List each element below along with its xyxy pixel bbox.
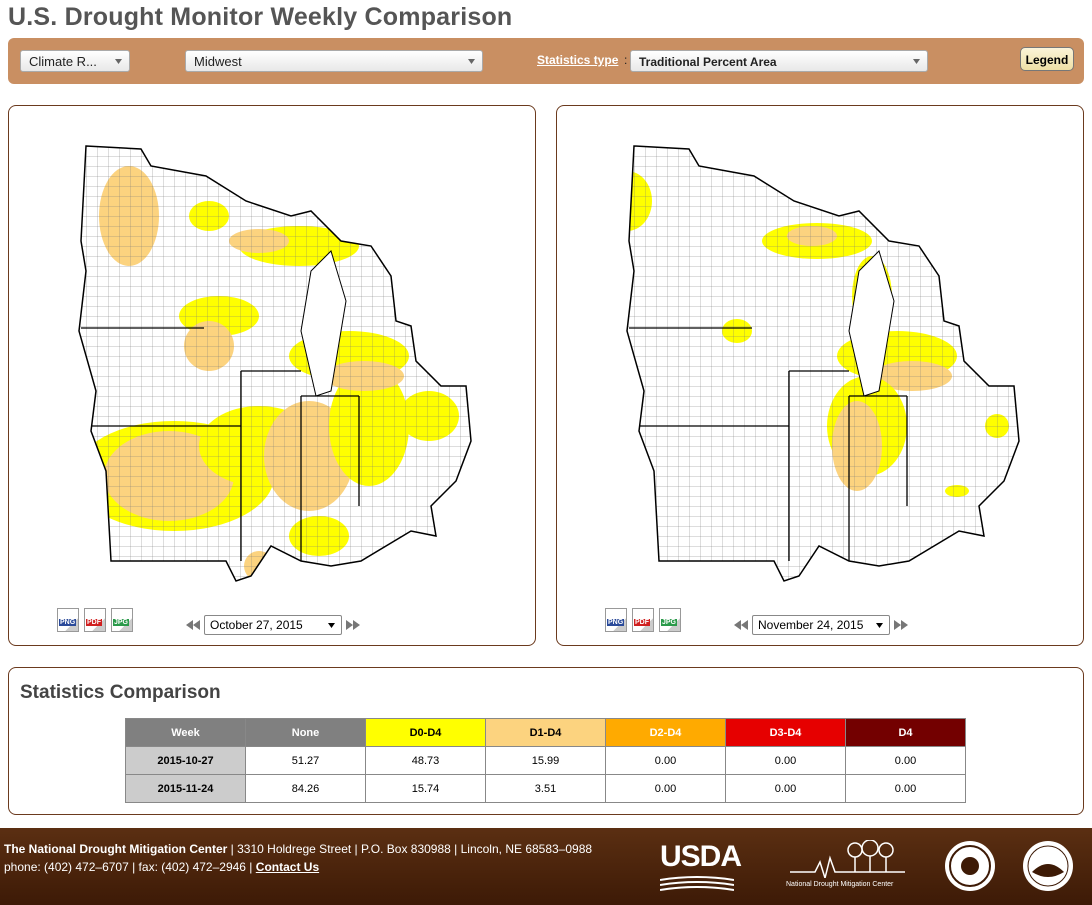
footer: The National Drought Mitigation Center |… bbox=[0, 828, 1092, 905]
column-header: D0-D4 bbox=[365, 718, 486, 747]
page-title: U.S. Drought Monitor Weekly Comparison bbox=[8, 3, 513, 31]
column-header: D3-D4 bbox=[725, 718, 846, 747]
download-label: PDF bbox=[86, 619, 102, 626]
drought-map bbox=[626, 145, 1020, 582]
stat-cell: 51.27 bbox=[245, 746, 366, 775]
dropdown-arrow bbox=[115, 59, 122, 64]
data-row: 2015-11-24 84.26 15.74 3.51 0.00 0.00 0.00 bbox=[125, 774, 966, 803]
region-type-select[interactable]: Climate R... bbox=[20, 50, 130, 72]
drought-map bbox=[78, 145, 472, 582]
download-icon[interactable]: JPG bbox=[111, 608, 133, 632]
select-text: Midwest bbox=[194, 54, 242, 69]
arrow bbox=[876, 623, 883, 628]
state-lines bbox=[81, 327, 360, 561]
dropdown-arrow bbox=[913, 59, 920, 64]
state-lines bbox=[629, 327, 908, 561]
column-header: D2-D4 bbox=[605, 718, 726, 747]
ndmc-logo-art bbox=[790, 840, 905, 878]
separator: : bbox=[624, 53, 628, 67]
arrow bbox=[734, 620, 748, 630]
agency-seals bbox=[945, 841, 1073, 891]
usda-swoosh bbox=[660, 876, 734, 891]
stat-cell: 0.00 bbox=[605, 746, 726, 775]
download-label: PNG bbox=[607, 619, 625, 626]
stat-cell: 0.00 bbox=[725, 746, 846, 775]
column-header: D4 bbox=[845, 718, 966, 747]
column-header: None bbox=[245, 718, 366, 747]
date-text: October 27, 2015 bbox=[210, 618, 303, 632]
column-header: Week bbox=[125, 718, 246, 747]
arrow bbox=[894, 620, 908, 630]
counties bbox=[79, 146, 471, 581]
download-label: JPG bbox=[661, 619, 678, 626]
statistics-heading: Statistics Comparison bbox=[20, 682, 221, 703]
nav-arrow[interactable] bbox=[346, 620, 360, 630]
stat-cell: 3.51 bbox=[485, 774, 606, 803]
select-text: Climate R... bbox=[29, 54, 97, 69]
date-select[interactable]: October 27, 2015 bbox=[204, 615, 342, 635]
stat-cell: 48.73 bbox=[365, 746, 486, 775]
ndmc-logo-text: National Drought Mitigation Center bbox=[786, 881, 894, 888]
dropdown-arrow bbox=[468, 59, 475, 64]
download-label: JPG bbox=[113, 619, 130, 626]
footer-line: The National Drought Mitigation Center |… bbox=[4, 842, 592, 856]
lake-michigan bbox=[300, 250, 347, 397]
download-icon[interactable]: PNG bbox=[605, 608, 627, 632]
stat-cell: 15.74 bbox=[365, 774, 486, 803]
date-text: November 24, 2015 bbox=[758, 618, 864, 632]
usda-logo: USDA bbox=[660, 840, 742, 873]
week-cell: 2015-10-27 bbox=[125, 746, 246, 775]
footer-phone: phone: (402) 472–6707 | fax: (402) 472–2… bbox=[4, 860, 253, 874]
contact-link[interactable]: Contact Us bbox=[255, 860, 320, 874]
stat-cell: 84.26 bbox=[245, 774, 366, 803]
stats-type-select[interactable]: Traditional Percent Area bbox=[630, 50, 928, 72]
data-row: 2015-10-27 51.27 48.73 15.99 0.00 0.00 0.00 bbox=[125, 746, 966, 775]
toolbar: Climate R... Midwest Statistics type : T… bbox=[8, 38, 1084, 84]
arrow bbox=[346, 620, 360, 630]
stat-cell: 0.00 bbox=[725, 774, 846, 803]
arrow bbox=[186, 620, 200, 630]
nav-arrow[interactable] bbox=[186, 620, 200, 630]
stat-cell: 0.00 bbox=[845, 774, 966, 803]
date-select[interactable]: November 24, 2015 bbox=[752, 615, 890, 635]
footer-org: The National Drought Mitigation Center bbox=[4, 842, 228, 856]
legend-button[interactable]: Legend bbox=[1020, 47, 1074, 71]
dropdown-arrow bbox=[328, 623, 335, 628]
column-header: D1-D4 bbox=[485, 718, 606, 747]
download-label: PDF bbox=[634, 619, 650, 626]
week-cell: 2015-11-24 bbox=[125, 774, 246, 803]
stat-cell: 15.99 bbox=[485, 746, 606, 775]
region-outline bbox=[78, 145, 472, 582]
counties bbox=[627, 146, 1019, 581]
download-icon[interactable]: JPG bbox=[659, 608, 681, 632]
dropdown-arrow bbox=[876, 623, 883, 628]
nav-arrow[interactable] bbox=[894, 620, 908, 630]
download-icon[interactable]: PDF bbox=[84, 608, 106, 632]
stat-cell: 0.00 bbox=[605, 774, 726, 803]
map-panel: PNG PDF JPG October 27, 2015 bbox=[8, 105, 536, 646]
nav-arrow[interactable] bbox=[734, 620, 748, 630]
header-row: Week None D0-D4 D1-D4 D2-D4 D3-D4 D4 bbox=[125, 718, 966, 747]
footer-address: | 3310 Holdrege Street | P.O. Box 830988… bbox=[230, 842, 593, 856]
download-icon[interactable]: PDF bbox=[632, 608, 654, 632]
statistics-box: Statistics Comparison Week None D0-D4 D1-D4… bbox=[8, 667, 1084, 815]
download-label: PNG bbox=[59, 619, 77, 626]
footer-line: phone: (402) 472–6707 | fax: (402) 472–2… bbox=[4, 860, 319, 874]
download-icon[interactable]: PNG bbox=[57, 608, 79, 632]
arrow bbox=[328, 623, 335, 628]
stat-cell: 0.00 bbox=[845, 746, 966, 775]
map-panel: PNG PDF JPG November 24, 2015 bbox=[556, 105, 1084, 646]
lake-michigan bbox=[848, 250, 895, 397]
region-outline bbox=[626, 145, 1020, 582]
region-select[interactable]: Midwest bbox=[185, 50, 483, 72]
statistics-table: Week None D0-D4 D1-D4 D2-D4 D3-D4 D4 2015-10-27… bbox=[125, 718, 966, 803]
select-text: Traditional Percent Area bbox=[639, 55, 777, 69]
stats-type-link[interactable]: Statistics type bbox=[537, 53, 619, 67]
